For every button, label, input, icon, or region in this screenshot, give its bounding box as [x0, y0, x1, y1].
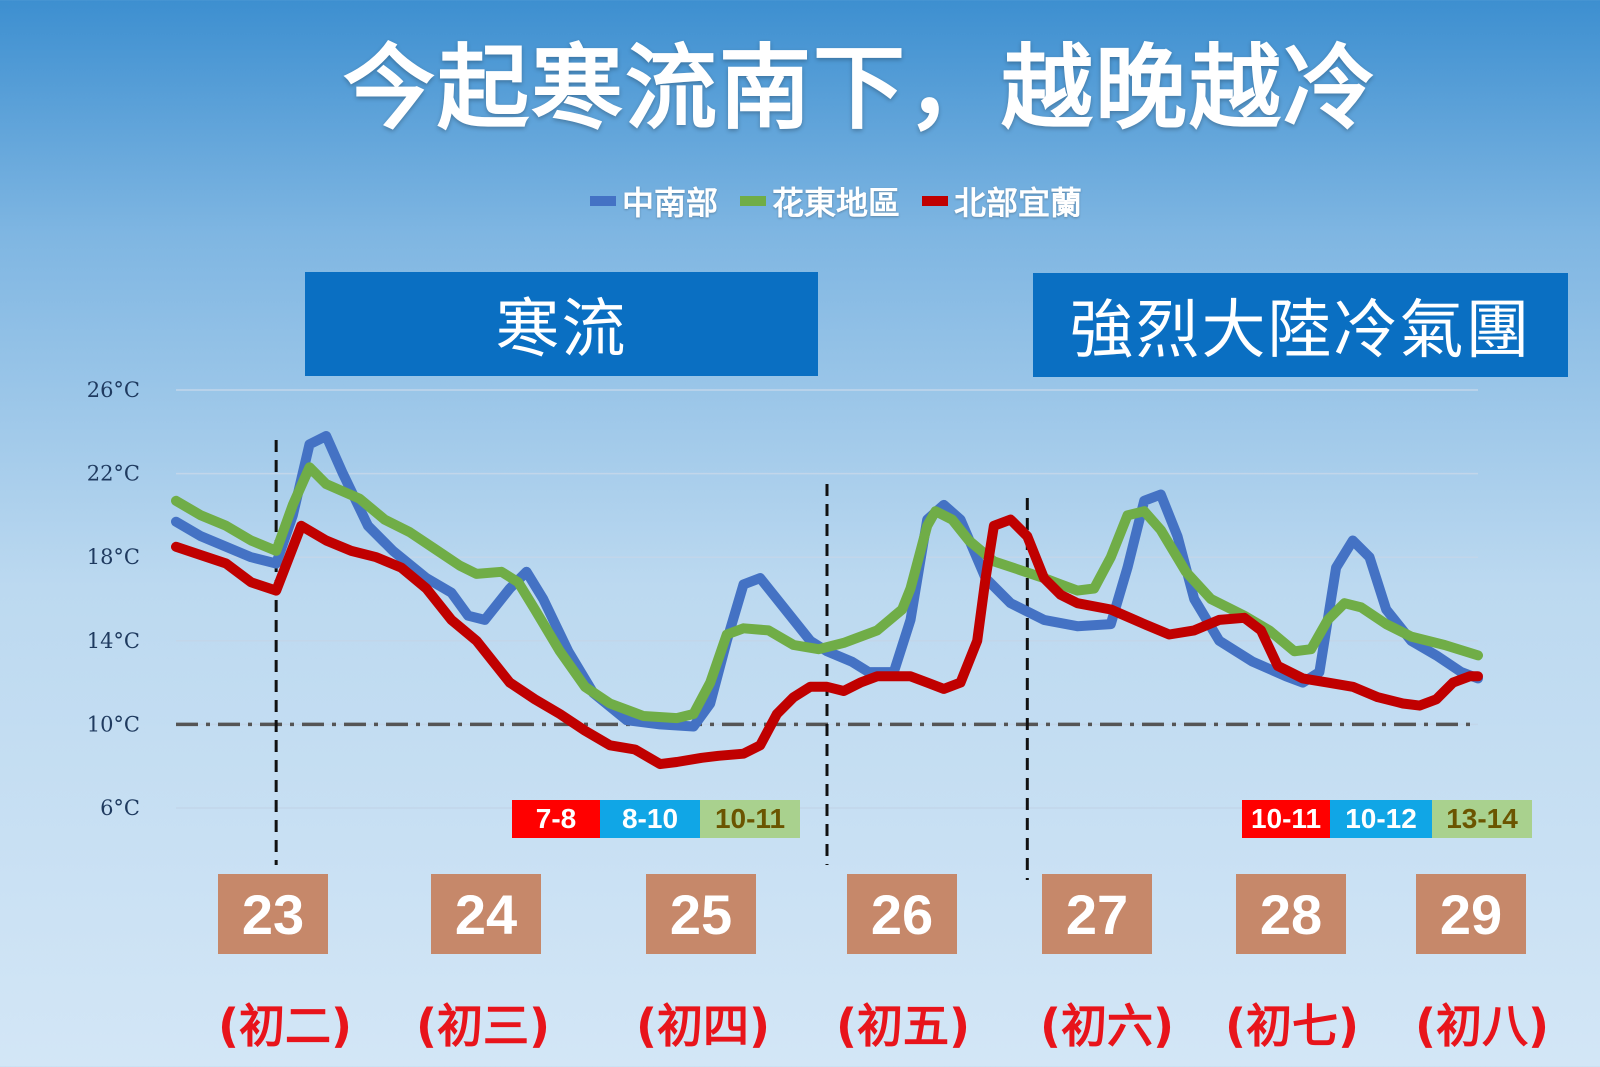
range-label-0-2: 10-11 [700, 800, 800, 838]
chart-legend: 中南部 花東地區 北部宜蘭 [590, 178, 1082, 224]
range-label-0-0: 7-8 [512, 800, 600, 838]
lunar-date-label-5: (初七) [1224, 999, 1360, 1053]
day-badge-26: 26 [847, 874, 957, 954]
legend-label-0: 中南部 [622, 184, 719, 222]
legend-label-1: 花東地區 [772, 184, 901, 222]
lunar-date-label-3: (初五) [835, 999, 971, 1053]
y-tick-label-1: 22°C [87, 462, 140, 486]
day-badge-25: 25 [646, 874, 756, 954]
day-badge-28: 28 [1236, 874, 1346, 954]
legend-item-0: 中南部 [590, 178, 718, 224]
range-label-1-2: 13-14 [1432, 800, 1532, 838]
legend-swatch-0 [590, 196, 616, 206]
lunar-date-label-1: (初三) [415, 999, 551, 1053]
y-tick-label-0: 26°C [87, 378, 140, 402]
day-badge-24: 24 [431, 874, 541, 954]
legend-label-2: 北部宜蘭 [954, 184, 1083, 222]
legend-swatch-2 [922, 196, 949, 206]
day-badge-29: 29 [1416, 874, 1526, 954]
banner-cold-wave: 寒流 [305, 272, 818, 376]
y-tick-label-5: 6°C [100, 796, 140, 820]
lunar-date-label-6: (初八) [1414, 999, 1550, 1053]
range-label-0-1: 8-10 [600, 800, 700, 838]
day-badge-23: 23 [218, 874, 328, 954]
series-line-2 [171, 514, 1483, 770]
day-badge-27: 27 [1042, 874, 1152, 954]
lunar-date-label-4: (初六) [1039, 999, 1175, 1053]
range-label-1-0: 10-11 [1242, 800, 1330, 838]
legend-swatch-1 [740, 196, 767, 206]
lunar-date-label-0: (初二) [217, 999, 353, 1053]
banner-continental-cold-air-mass: 強烈大陸冷氣團 [1033, 273, 1568, 377]
y-tick-label-3: 14°C [87, 629, 140, 653]
y-tick-label-2: 18°C [87, 545, 140, 569]
y-tick-label-4: 10°C [87, 712, 140, 736]
lunar-date-label-2: (初四) [635, 999, 771, 1053]
legend-item-1: 花東地區 [740, 178, 900, 224]
series-line-0 [171, 431, 1483, 732]
legend-item-2: 北部宜蘭 [922, 178, 1082, 224]
range-label-1-1: 10-12 [1330, 800, 1432, 838]
chart-title: 今起寒流南下，越晚越冷 [342, 35, 1377, 142]
